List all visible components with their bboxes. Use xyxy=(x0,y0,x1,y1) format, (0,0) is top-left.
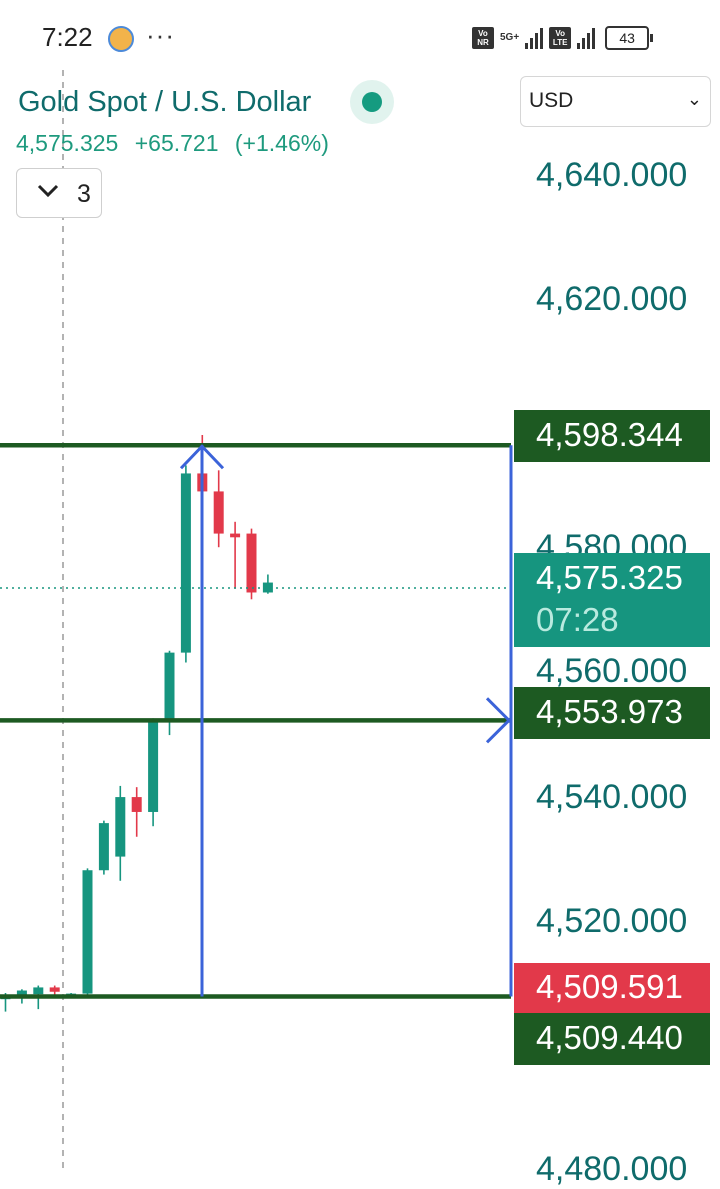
candle-body xyxy=(213,491,224,534)
candle-body xyxy=(148,720,159,812)
level-price-tag: 4,598.344 xyxy=(514,410,710,462)
level-price-tag: 4,509.440 xyxy=(514,1013,710,1065)
app-avatar-icon xyxy=(108,26,134,52)
candle-body xyxy=(49,987,60,992)
axis-tick-label: 4,480.000 xyxy=(536,1150,688,1188)
more-notifications-icon: ··· xyxy=(146,20,175,50)
axis-tick-label: 4,620.000 xyxy=(536,280,688,318)
collapse-indicators-button[interactable]: 3 xyxy=(16,168,102,218)
chevron-down-icon: ⌄ xyxy=(686,89,702,109)
signal-strength-icon xyxy=(525,27,544,49)
candle-body xyxy=(230,533,241,538)
volte-badge-icon: Vo LTE xyxy=(549,27,572,49)
battery-icon: 43 xyxy=(605,26,654,50)
candle-body xyxy=(82,870,93,994)
status-time: 7:22 xyxy=(42,22,93,52)
chevron-down-icon xyxy=(35,177,61,209)
candle-body xyxy=(131,797,142,812)
axis-tick-label: 4,520.000 xyxy=(536,902,688,940)
battery-level: 43 xyxy=(605,26,650,50)
candle-body xyxy=(180,473,191,653)
candle-body xyxy=(262,582,273,593)
arrow-right-icon xyxy=(485,697,512,744)
candle-body xyxy=(164,652,175,721)
axis-tick-label: 4,560.000 xyxy=(536,652,688,690)
market-open-dot xyxy=(362,92,382,112)
candle-body xyxy=(16,990,27,998)
candle-countdown: 07:28 xyxy=(536,601,619,638)
candle-body xyxy=(115,797,126,857)
price-change-percent: (+1.46%) xyxy=(234,130,329,156)
axis-tick-label: 4,540.000 xyxy=(536,778,688,816)
market-status-icon[interactable] xyxy=(350,80,394,124)
low-price-tag: 4,509.591 xyxy=(514,963,710,1013)
candle-body xyxy=(246,533,257,593)
axis-tick-label: 4,640.000 xyxy=(536,156,688,194)
network-type-label: 5G+ xyxy=(500,32,520,43)
currency-select[interactable]: USD ⌄ xyxy=(520,76,711,127)
system-icons: Vo NR 5G+ Vo LTE 43 xyxy=(472,26,654,50)
currency-value: USD xyxy=(529,89,574,112)
candle-body xyxy=(98,823,109,871)
indicator-count: 3 xyxy=(77,180,91,208)
vonr-badge-icon: Vo NR xyxy=(472,27,494,49)
price-summary: 4,575.325 +65.721 (+1.46%) xyxy=(16,130,339,157)
last-price: 4,575.325 xyxy=(16,130,119,156)
symbol-title[interactable]: Gold Spot / U.S. Dollar xyxy=(18,86,312,118)
candle-body xyxy=(33,987,44,995)
status-bar: 7:22 ··· Vo NR 5G+ Vo LTE 43 xyxy=(0,0,720,78)
level-price-tag: 4,553.973 xyxy=(514,687,710,739)
current-price-value: 4,575.325 xyxy=(536,559,683,596)
price-change: +65.721 xyxy=(134,130,219,156)
arrow-up-icon xyxy=(179,444,225,470)
current-price-tag: 4,575.325 07:28 xyxy=(514,553,710,647)
signal-strength-icon xyxy=(577,27,596,49)
